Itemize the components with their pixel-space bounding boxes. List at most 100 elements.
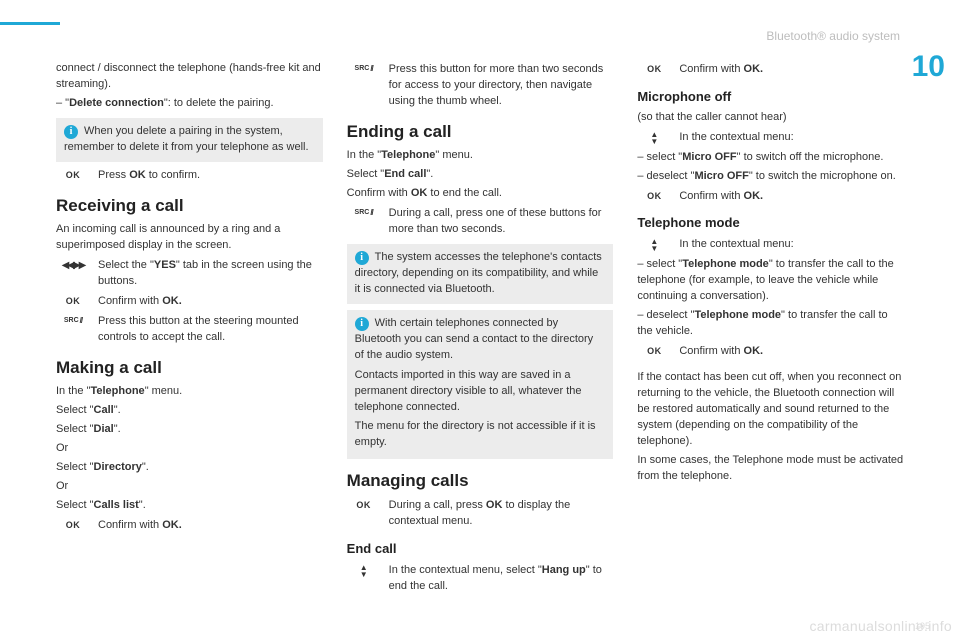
text: " to switch the microphone on. xyxy=(749,170,896,182)
info-box: iWith certain telephones connected by Bl… xyxy=(347,310,614,460)
arrows-row: ◀◀▶▶ Select the "YES" tab in the screen … xyxy=(56,258,323,290)
info-text: The menu for the directory is not access… xyxy=(355,419,606,451)
para: Confirm with OK to end the call. xyxy=(347,186,614,202)
ok-icon: OK xyxy=(637,344,671,358)
para: Select "End call". xyxy=(347,167,614,183)
text: Confirm with OK. xyxy=(679,62,904,78)
text: Press xyxy=(98,169,129,181)
bold: YES xyxy=(154,259,176,271)
header-system-name: Bluetooth® audio system xyxy=(766,28,900,45)
text: – deselect " xyxy=(637,170,694,182)
para: Select "Call". xyxy=(56,403,323,419)
text: – select " xyxy=(637,151,682,163)
page: Bluetooth® audio system 10 connect / dis… xyxy=(0,0,960,640)
ok-icon: OK xyxy=(347,498,381,512)
para: Select "Dial". xyxy=(56,422,323,438)
text: Confirm with xyxy=(98,295,162,307)
text: – " xyxy=(56,97,69,109)
src-icon: SRC// xyxy=(347,62,381,75)
text: Select " xyxy=(347,168,385,180)
ok-row: OK Press OK to confirm. xyxy=(56,168,323,184)
ok-icon: OK xyxy=(56,518,90,532)
bold: OK. xyxy=(162,519,182,531)
updown-glyph: ▲ ▼ xyxy=(650,238,658,252)
ok-row: OK Confirm with OK. xyxy=(56,518,323,534)
src-glyph: SRC// xyxy=(64,315,82,327)
para: If the contact has been cut off, when yo… xyxy=(637,370,904,450)
column-3: OK Confirm with OK. Microphone off (so t… xyxy=(637,58,904,610)
updown-icon: ▲ ▼ xyxy=(637,130,671,145)
ok-row: OK Confirm with OK. xyxy=(637,344,904,360)
ok-label: OK xyxy=(647,63,662,76)
text: During a call, press OK to display the c… xyxy=(389,498,614,530)
text: In the " xyxy=(56,385,90,397)
text: ". xyxy=(114,404,121,416)
text: – deselect " xyxy=(637,309,694,321)
text: Select " xyxy=(56,404,94,416)
bold: OK. xyxy=(744,345,764,357)
ok-row: OK Confirm with OK. xyxy=(637,62,904,78)
para: – select "Telephone mode" to transfer th… xyxy=(637,257,904,305)
updown-row: ▲ ▼ In the contextual menu, select "Hang… xyxy=(347,563,614,595)
text: to end the call. xyxy=(427,187,502,199)
arrows-glyph: ◀◀▶▶ xyxy=(62,259,85,274)
text: Select " xyxy=(56,499,94,511)
info-text: With certain telephones connected by Blu… xyxy=(355,317,593,361)
para: (so that the caller cannot hear) xyxy=(637,110,904,126)
column-1: connect / disconnect the telephone (hand… xyxy=(56,58,323,610)
info-box: iThe system accesses the telephone's con… xyxy=(347,244,614,304)
bold: OK. xyxy=(744,190,764,202)
src-glyph: SRC// xyxy=(355,207,373,219)
down-arrow-icon: ▼ xyxy=(650,138,658,145)
bold: OK. xyxy=(162,295,182,307)
ok-label: OK xyxy=(66,169,81,182)
text: Confirm with OK. xyxy=(679,344,904,360)
info-text: When you delete a pairing in the system,… xyxy=(64,125,309,153)
text: Confirm with OK. xyxy=(98,294,323,310)
heading-receiving-call: Receiving a call xyxy=(56,194,323,219)
ok-label: OK xyxy=(356,499,371,512)
text: ". xyxy=(426,168,433,180)
ok-row: OK During a call, press OK to display th… xyxy=(347,498,614,530)
updown-icon: ▲ ▼ xyxy=(347,563,381,578)
para: Or xyxy=(56,479,323,495)
text: Confirm with xyxy=(347,187,411,199)
updown-row: ▲ ▼ In the contextual menu: xyxy=(637,130,904,146)
content-columns: connect / disconnect the telephone (hand… xyxy=(56,58,904,610)
ok-icon: OK xyxy=(56,168,90,182)
para: connect / disconnect the telephone (hand… xyxy=(56,61,323,93)
ok-label: OK xyxy=(647,345,662,358)
text: ". xyxy=(114,423,121,435)
heading-end-call: End call xyxy=(347,540,614,559)
down-arrow-icon: ▼ xyxy=(360,571,368,578)
bold: Telephone mode xyxy=(694,309,781,321)
src-row: SRC// Press this button at the steering … xyxy=(56,314,323,346)
updown-icon: ▲ ▼ xyxy=(637,237,671,252)
src-text: SRC xyxy=(355,208,370,218)
info-icon: i xyxy=(355,251,369,265)
heading-microphone-off: Microphone off xyxy=(637,88,904,107)
text: In the contextual menu, select "Hang up"… xyxy=(389,563,614,595)
text: Press OK to confirm. xyxy=(98,168,323,184)
down-arrow-icon: ▼ xyxy=(650,245,658,252)
text: " to switch off the microphone. xyxy=(737,151,884,163)
ok-icon: OK xyxy=(637,62,671,76)
text: Select the "YES" tab in the screen using… xyxy=(98,258,323,290)
src-glyph: SRC// xyxy=(355,63,373,75)
text: Select " xyxy=(56,423,94,435)
text: ": to delete the pairing. xyxy=(164,97,274,109)
para: In some cases, the Telephone mode must b… xyxy=(637,453,904,485)
bold: Telephone mode xyxy=(682,258,769,270)
bold: OK xyxy=(411,187,428,199)
src-icon: SRC// xyxy=(347,206,381,219)
text: " menu. xyxy=(435,149,473,161)
text: Press this button for more than two seco… xyxy=(389,62,614,110)
bold: Micro OFF xyxy=(682,151,736,163)
text: In the contextual menu: xyxy=(679,130,904,146)
bold: Telephone xyxy=(90,385,144,397)
text: Confirm with xyxy=(679,190,743,202)
para: An incoming call is announced by a ring … xyxy=(56,222,323,254)
para: In the "Telephone" menu. xyxy=(56,384,323,400)
bold: Calls list xyxy=(94,499,139,511)
info-text: The system accesses the telephone's cont… xyxy=(355,251,602,295)
